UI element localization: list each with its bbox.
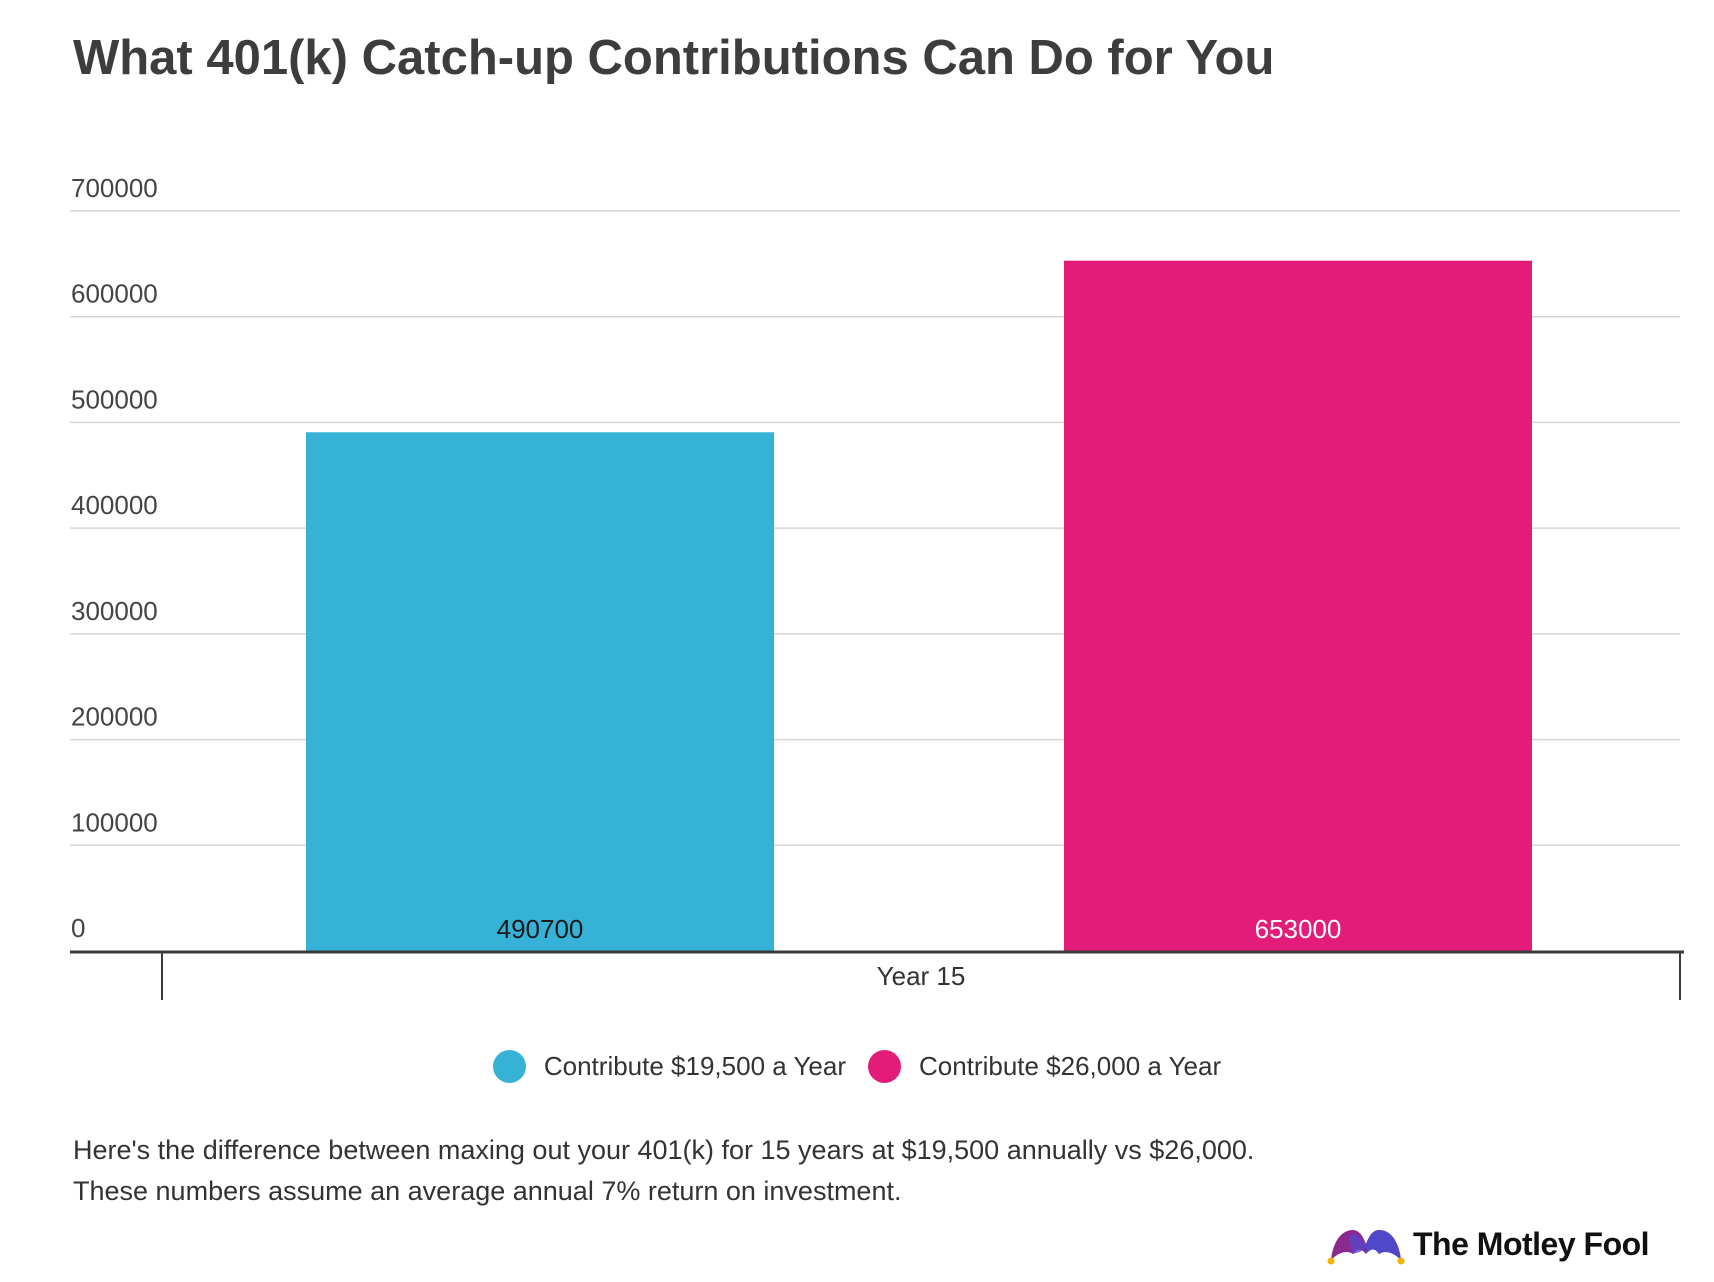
x-axis: Year 15 [70, 950, 1684, 1000]
legend-item-2: Contribute $26,000 a Year [868, 1050, 1221, 1083]
jester-hat-icon [1327, 1230, 1405, 1265]
y-tick-label: 600000 [71, 279, 158, 309]
brand-name: The Motley Fool [1413, 1225, 1650, 1262]
y-tick-label: 0 [71, 913, 85, 943]
legend-label: Contribute $19,500 a Year [543, 1051, 846, 1081]
bar-chart: 0 100000 200000 300000 400000 500000 600000 700… [70, 173, 1684, 1000]
chart-caption: Here's the difference between maxing out… [73, 1130, 1633, 1212]
caption-line-2: These numbers assume an average annual 7… [73, 1176, 902, 1206]
chart-title: What 401(k) Catch-up Contributions Can D… [73, 31, 1275, 85]
bar-value-label: 653000 [1255, 914, 1342, 944]
x-category-label: Year 15 [877, 961, 966, 991]
y-tick-label: 200000 [71, 702, 158, 732]
y-axis-ticks: 0 100000 200000 300000 400000 500000 600000 700… [71, 173, 158, 943]
bar-series-2 [1064, 260, 1532, 952]
bar-value-label: 490700 [497, 914, 584, 944]
y-tick-label: 100000 [71, 807, 158, 837]
bar-series-1 [306, 432, 774, 951]
legend-label: Contribute $26,000 a Year [919, 1051, 1222, 1081]
caption-line-1: Here's the difference between maxing out… [73, 1135, 1255, 1165]
brand-logo: The Motley Fool [1325, 1222, 1650, 1266]
legend-swatch [868, 1050, 901, 1083]
bars: 490700 653000 [306, 260, 1532, 952]
y-tick-label: 700000 [71, 173, 158, 203]
legend-swatch [492, 1050, 526, 1083]
y-tick-label: 400000 [71, 490, 158, 520]
legend: Contribute $19,500 a Year Contribute $26,… [0, 1050, 1714, 1083]
y-tick-label: 300000 [71, 596, 158, 626]
legend-item-1: Contribute $19,500 a Year [492, 1050, 846, 1083]
y-tick-label: 500000 [71, 384, 158, 414]
